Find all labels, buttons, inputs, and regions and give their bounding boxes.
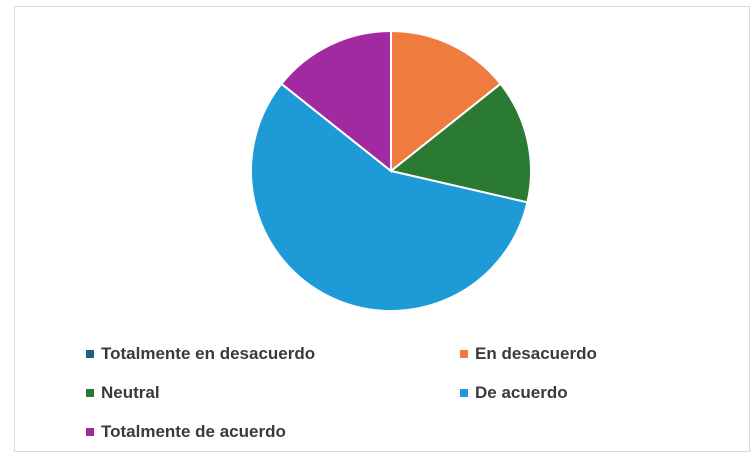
pie-slice-en-desacuerdo <box>390 29 502 174</box>
pie-slice-de-acuerdo <box>250 82 529 312</box>
pie-slice-totalmente-de-acuerdo <box>280 29 392 174</box>
pie-slice-neutral <box>388 82 532 204</box>
